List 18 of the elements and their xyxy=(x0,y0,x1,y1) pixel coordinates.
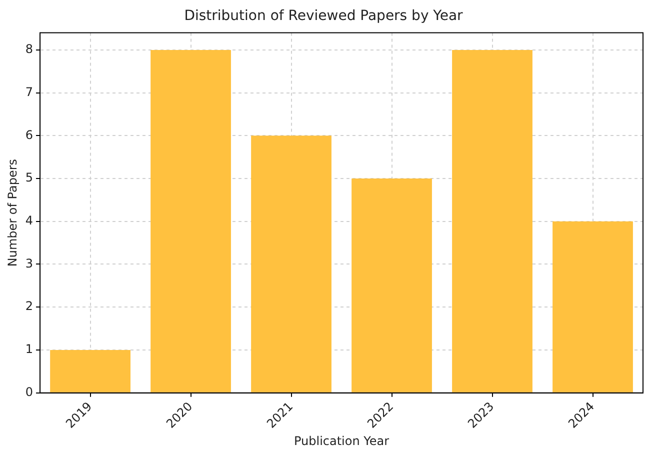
y-tick-label: 5 xyxy=(25,170,34,185)
y-tick-label: 6 xyxy=(25,128,34,142)
bar xyxy=(150,50,231,392)
y-tick-label: 7 xyxy=(25,84,34,99)
x-axis-title: Publication Year xyxy=(294,434,390,448)
bar xyxy=(452,50,532,392)
y-tick-label: 2 xyxy=(25,299,34,314)
bar xyxy=(352,178,432,392)
y-tick-label: 1 xyxy=(25,342,34,356)
bar xyxy=(552,221,633,392)
y-tick-label: 3 xyxy=(25,256,34,270)
y-axis-title: Number of Papers xyxy=(5,158,20,267)
chart-title: Distribution of Reviewed Papers by Year xyxy=(184,8,464,24)
y-tick-label: 0 xyxy=(25,384,34,399)
bar xyxy=(50,350,130,392)
y-tick-label: 4 xyxy=(25,214,34,228)
y-tick-label: 8 xyxy=(25,42,34,56)
bar xyxy=(251,136,332,392)
